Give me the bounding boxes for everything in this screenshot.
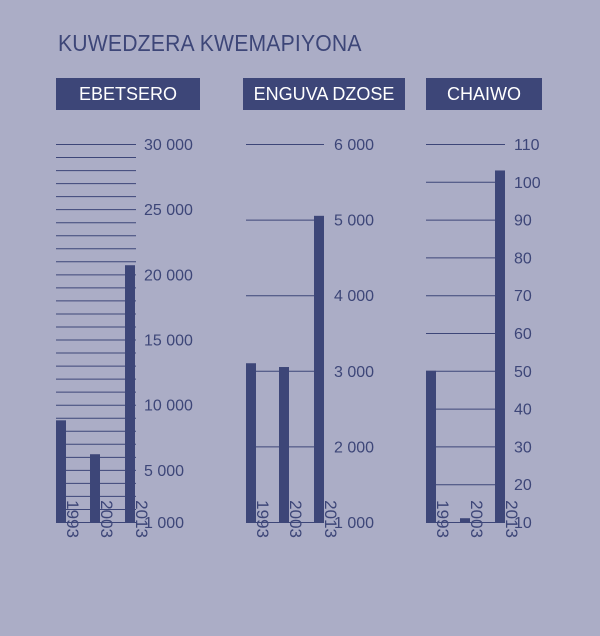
enguva-dzose-tick-label: 6 000 — [334, 137, 374, 154]
enguva-dzose-bar-2013 — [314, 215, 324, 522]
chaiwo-year-label: 2003 — [467, 500, 486, 538]
ebetsero-bar-2013 — [125, 265, 135, 522]
chaiwo-tick-label: 50 — [514, 364, 532, 381]
chaiwo-year-label: 2013 — [502, 500, 521, 538]
enguva-dzose-tick-label: 1 000 — [334, 515, 374, 532]
chaiwo-tick-label: 10 — [514, 515, 532, 532]
ebetsero-tick-label: 30 000 — [144, 137, 193, 154]
panel-header-chaiwo: CHAIWO — [426, 78, 542, 110]
chart-title: KUWEDZERA KWEMAPIYONA — [58, 30, 362, 56]
chaiwo-bar-2003 — [460, 518, 470, 522]
enguva-dzose-tick-label: 3 000 — [334, 364, 374, 381]
ebetsero-tick-label: 20 000 — [144, 267, 193, 284]
enguva-dzose-tick-label: 2 000 — [334, 439, 374, 456]
chaiwo-tick-label: 60 — [514, 326, 532, 343]
chaiwo-tick-label: 90 — [514, 213, 532, 230]
enguva-dzose-year-label: 2003 — [286, 500, 305, 538]
ebetsero-bar-2003 — [90, 454, 100, 522]
enguva-dzose-bar-1993 — [246, 363, 256, 522]
chaiwo-bar-2013 — [495, 170, 505, 522]
chaiwo-bar-1993 — [426, 370, 436, 522]
enguva-dzose-bar-2003 — [279, 367, 289, 522]
chaiwo-tick-label: 30 — [514, 439, 532, 456]
panel-header-ebetsero: EBETSERO — [56, 78, 200, 110]
enguva-dzose-year-label: 2013 — [321, 500, 340, 538]
chaiwo-year-label: 1993 — [433, 500, 452, 538]
ebetsero-year-label: 1993 — [63, 500, 82, 538]
chaiwo-tick-label: 20 — [514, 477, 532, 494]
chaiwo-tick-label: 110 — [514, 137, 540, 154]
chaiwo-tick-label: 40 — [514, 402, 532, 419]
ebetsero-year-label: 2013 — [132, 500, 151, 538]
enguva-dzose-year-label: 1993 — [253, 500, 272, 538]
ebetsero-tick-label: 15 000 — [144, 333, 193, 350]
ebetsero-tick-label: 1 000 — [144, 515, 184, 532]
ebetsero-bar-1993 — [56, 420, 66, 522]
ebetsero-tick-label: 5 000 — [144, 463, 184, 480]
panel-header-enguva-dzose: ENGUVA DZOSE — [243, 78, 405, 110]
enguva-dzose-tick-label: 4 000 — [334, 288, 374, 305]
enguva-dzose-tick-label: 5 000 — [334, 213, 374, 230]
ebetsero-tick-label: 10 000 — [144, 398, 193, 415]
ebetsero-year-label: 2003 — [97, 500, 116, 538]
chaiwo-tick-label: 100 — [514, 175, 541, 192]
chaiwo-tick-label: 80 — [514, 250, 532, 267]
ebetsero-tick-label: 25 000 — [144, 202, 193, 219]
chaiwo-tick-label: 70 — [514, 288, 532, 305]
